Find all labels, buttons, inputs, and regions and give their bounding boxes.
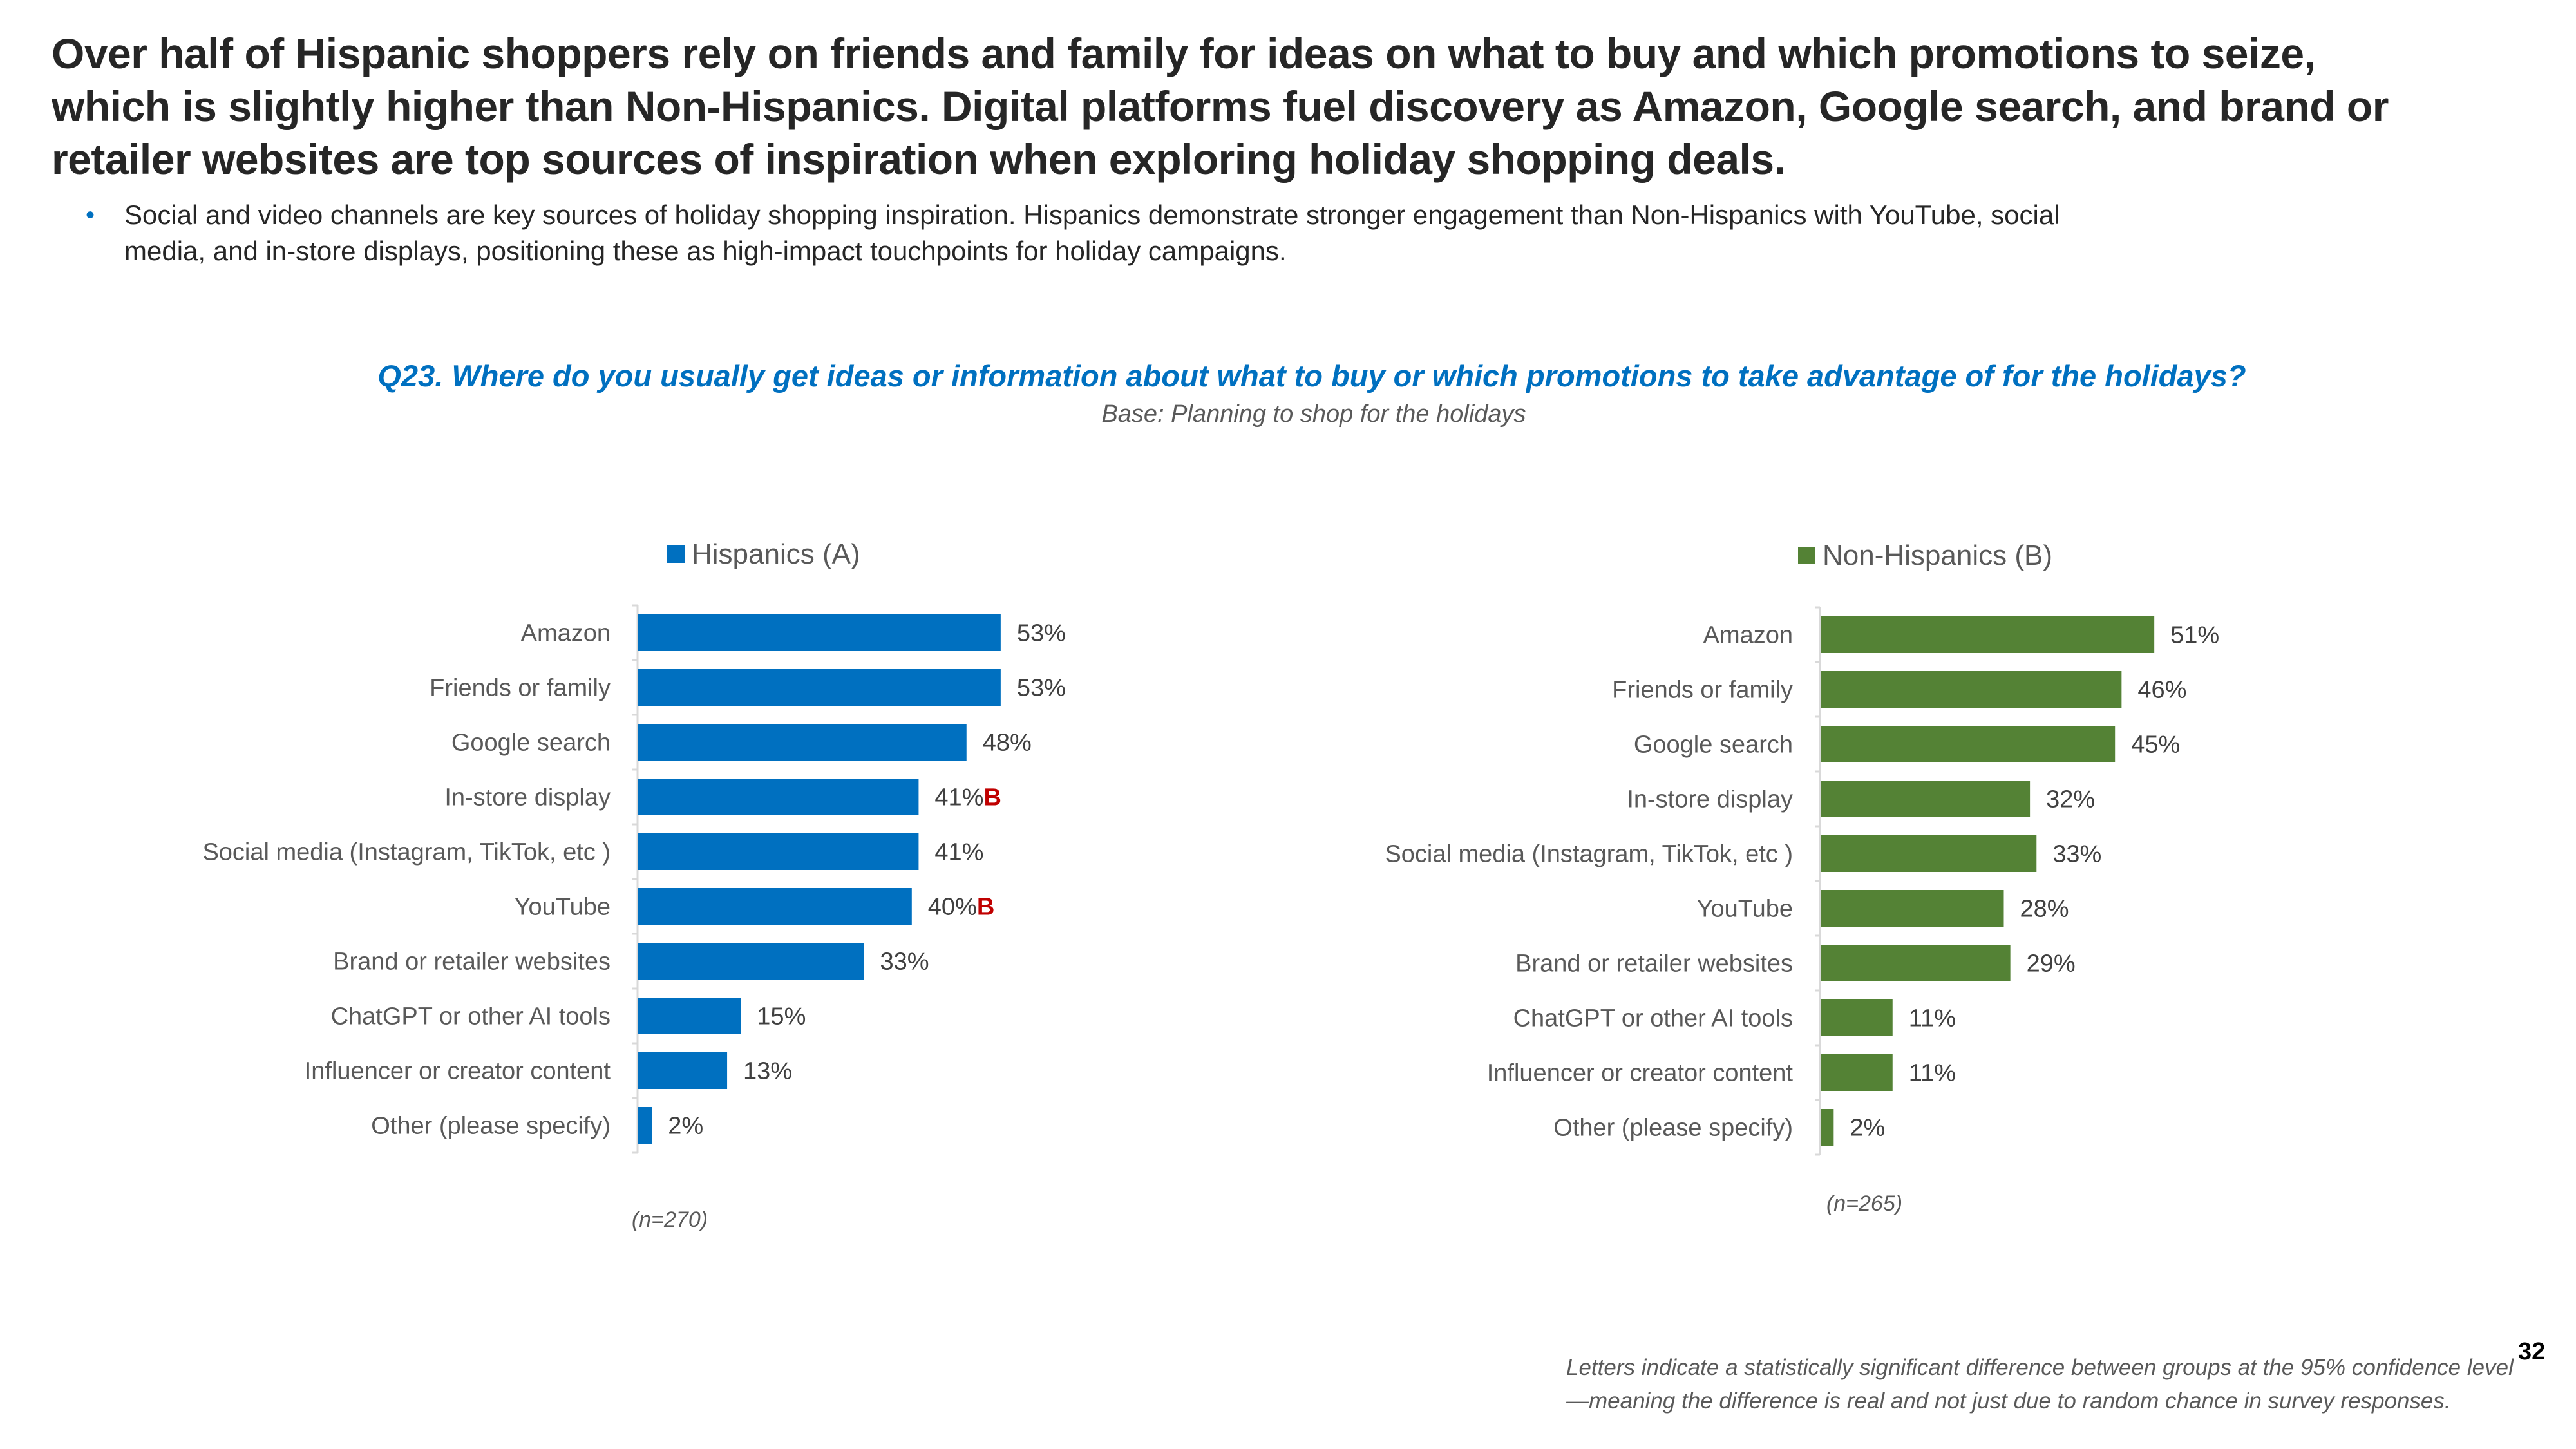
non-hispanics-bar: [1821, 781, 2031, 817]
hispanics-bar: [638, 614, 1001, 651]
non-hispanics-value-label: 33%: [2052, 841, 2101, 868]
hispanics-category-label: Google search: [451, 730, 611, 757]
non-hispanics-category-label: Friends or family: [1612, 677, 1793, 704]
hispanics-category-label: Social media (Instagram, TikTok, etc ): [202, 839, 611, 866]
survey-question: Q23. Where do you usually get ideas or i…: [0, 358, 2576, 393]
non-hispanics-value-label: 2%: [1850, 1115, 1885, 1142]
hispanics-value-label: 2%: [668, 1113, 703, 1140]
hispanics-value-label: 48%: [983, 730, 1032, 757]
hispanics-value-label: 13%: [743, 1058, 792, 1085]
hispanics-category-label: Amazon: [521, 620, 611, 647]
hispanics-bar: [638, 669, 1001, 706]
significance-footnote: Letters indicate a statistically signifi…: [1566, 1355, 2514, 1414]
non-hispanics-value-label: 51%: [2170, 622, 2219, 649]
non-hispanics-value-label: 32%: [2046, 786, 2095, 813]
non-hispanics-bar: [1821, 726, 2116, 762]
non-hispanics-bar: [1821, 999, 1893, 1036]
non-hispanics-bar: [1821, 835, 2037, 872]
hispanics-bar: [638, 724, 967, 761]
hispanics-category-label: Brand or retailer websites: [333, 949, 611, 976]
hispanics-bar: [638, 1052, 728, 1089]
non-hispanics-value-label: 46%: [2137, 677, 2186, 704]
hispanics-bar: [638, 943, 864, 980]
hispanics-value-label: 53%: [1017, 675, 1066, 702]
bullet-icon: •: [86, 201, 95, 229]
non-hispanics-value-label: 11%: [1909, 1005, 1956, 1032]
non-hispanics-value-label: 45%: [2131, 732, 2180, 759]
non-hispanics-value-label: 28%: [2020, 896, 2069, 923]
survey-base-text: Base: Planning to shop for the holidays: [1101, 401, 1526, 428]
hispanics-bar: [638, 888, 912, 925]
non-hispanics-value-label: 11%: [1909, 1060, 1956, 1087]
non-hispanics-category-label: ChatGPT or other AI tools: [1513, 1005, 1793, 1032]
hispanics-significance-letter: B: [983, 784, 1001, 811]
non-hispanics-bar: [1821, 1054, 1893, 1091]
non-hispanics-category-label: In-store display: [1627, 786, 1793, 813]
non-hispanics-bar: [1821, 945, 2011, 981]
non-hispanics-category-label: Amazon: [1703, 622, 1793, 649]
hispanics-category-label: ChatGPT or other AI tools: [331, 1003, 611, 1030]
hispanics-value-label: 33%: [880, 949, 929, 976]
hispanics-sample-size: (n=270): [632, 1208, 708, 1232]
hispanics-category-label: Friends or family: [430, 675, 611, 702]
page-number: 32: [2518, 1338, 2546, 1365]
hispanics-category-label: In-store display: [444, 784, 611, 811]
non-hispanics-category-label: Social media (Instagram, TikTok, etc ): [1385, 841, 1793, 868]
hispanics-value-label: 41%B: [934, 784, 1001, 811]
hispanics-value-label: 41%: [934, 839, 983, 866]
hispanics-legend-swatch: [667, 545, 685, 563]
survey-base: Base: Planning to shop for the holidays: [0, 401, 2576, 428]
slide-headline: Over half of Hispanic shoppers rely on f…: [52, 30, 2389, 183]
non-hispanics-legend-label: Non-Hispanics (B): [1823, 540, 2052, 571]
non-hispanics-bar: [1821, 1109, 1834, 1146]
non-hispanics-category-label: Influencer or creator content: [1487, 1060, 1794, 1087]
non-hispanics-category-label: YouTube: [1697, 896, 1793, 923]
non-hispanics-bar: [1821, 616, 2155, 653]
hispanics-legend-label: Hispanics (A): [692, 538, 860, 570]
hispanics-bar: [638, 1107, 652, 1144]
survey-question-text: Q23. Where do you usually get ideas or i…: [377, 359, 2246, 393]
hispanics-category-label: Other (please specify): [371, 1113, 611, 1140]
non-hispanics-category-label: Other (please specify): [1553, 1115, 1793, 1142]
non-hispanics-value-label: 29%: [2027, 951, 2076, 978]
hispanics-value-label: 53%: [1017, 620, 1066, 647]
non-hispanics-bar: [1821, 671, 2122, 708]
hispanics-value-label: 15%: [757, 1003, 806, 1030]
hispanics-bar: [638, 998, 741, 1034]
non-hispanics-category-label: Brand or retailer websites: [1515, 951, 1793, 978]
hispanics-bar: [638, 833, 919, 870]
hispanics-significance-letter: B: [977, 894, 994, 921]
non-hispanics-sample-size: (n=265): [1826, 1191, 1902, 1216]
hispanics-category-label: YouTube: [515, 894, 611, 921]
non-hispanics-bar: [1821, 890, 2004, 927]
non-hispanics-legend-swatch: [1798, 547, 1815, 564]
hispanics-category-label: Influencer or creator content: [305, 1058, 611, 1085]
bullet-text: Social and video channels are key source…: [124, 200, 2060, 266]
hispanics-value-label: 40%B: [928, 894, 995, 921]
bullet-item: • Social and video channels are key sour…: [86, 197, 2083, 269]
hispanics-bar: [638, 779, 919, 815]
non-hispanics-category-label: Google search: [1634, 732, 1793, 759]
